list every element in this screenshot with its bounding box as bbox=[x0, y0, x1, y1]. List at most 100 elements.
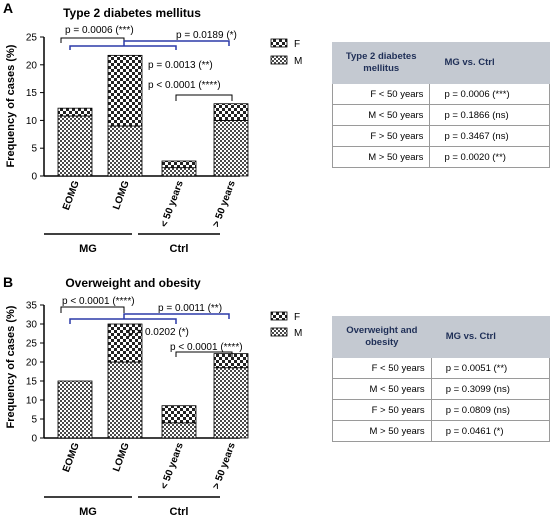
bracket bbox=[60, 306, 125, 313]
panel-letter: B bbox=[3, 274, 13, 290]
table-row: M < 50 years p = 0.3099 (ns) bbox=[332, 378, 550, 400]
table-row: M < 50 years p = 0.1866 (ns) bbox=[331, 104, 550, 126]
p-value-label: p = 0.0013 (**) bbox=[148, 60, 213, 71]
table-cell: F < 50 years bbox=[332, 357, 432, 379]
group-label-mg: MG bbox=[44, 233, 132, 255]
panel-letter: A bbox=[3, 0, 13, 16]
table-cell: M > 50 years bbox=[331, 146, 431, 168]
table-row: F < 50 years p = 0.0006 (***) bbox=[331, 83, 550, 105]
table-cell: F < 50 years bbox=[331, 83, 431, 105]
p-value-table-b: Overweight and obesity MG vs. Ctrl F < 5… bbox=[332, 316, 550, 442]
bar-m bbox=[107, 125, 143, 177]
legend-swatch-f bbox=[270, 38, 288, 48]
x-tick-labels: EOMG LOMG < 50 years > 50 years bbox=[61, 441, 238, 491]
header-cell: MG vs. Ctrl bbox=[430, 316, 550, 358]
bar-m bbox=[161, 422, 197, 439]
p-value-label: p < 0.0001 (****) bbox=[148, 80, 221, 91]
bar-f bbox=[213, 103, 249, 121]
table-cell: M > 50 years bbox=[332, 420, 432, 442]
bar-f bbox=[161, 160, 197, 169]
table-cell: M < 50 years bbox=[332, 378, 432, 400]
header-cell: Overweight and obesity bbox=[332, 316, 432, 358]
p-value-label: p < 0.0001 (****) bbox=[62, 296, 135, 307]
group-label: MG bbox=[79, 243, 97, 255]
y-tick-label: 20 bbox=[26, 358, 38, 369]
table-cell: F > 50 years bbox=[331, 125, 431, 147]
legend-swatch-m bbox=[270, 327, 288, 337]
table-cell: p = 0.0020 (**) bbox=[429, 146, 550, 168]
y-tick-label: 25 bbox=[26, 339, 38, 350]
bar-f bbox=[213, 353, 249, 369]
table-row: F > 50 years p = 0.3467 (ns) bbox=[331, 125, 550, 147]
x-tick-label: > 50 years bbox=[211, 179, 238, 229]
y-tick-label: 5 bbox=[31, 415, 37, 426]
y-tick-label: 10 bbox=[26, 116, 38, 127]
table-cell: p = 0.3467 (ns) bbox=[429, 125, 550, 147]
legend-label: M bbox=[294, 56, 302, 67]
table-cell: p = 0.0809 (ns) bbox=[430, 399, 550, 421]
legend: F M bbox=[270, 311, 302, 339]
x-tick-label: > 50 years bbox=[211, 441, 238, 491]
x-tick-label: < 50 years bbox=[159, 441, 186, 491]
comparison-line bbox=[69, 318, 177, 324]
table-cell: p = 0.0006 (***) bbox=[429, 83, 550, 105]
legend-swatch-m bbox=[270, 55, 288, 65]
x-tick-label: LOMG bbox=[111, 441, 132, 473]
table-cell: p = 0.0461 (*) bbox=[430, 420, 550, 442]
table-row: F > 50 years p = 0.0809 (ns) bbox=[332, 399, 550, 421]
bar-m bbox=[57, 380, 93, 439]
comparison-line bbox=[69, 45, 177, 50]
p-value-table-a: Type 2 diabetes mellitus MG vs. Ctrl F <… bbox=[331, 42, 550, 168]
bar-m bbox=[213, 120, 249, 177]
group-label-ctrl: Ctrl bbox=[138, 233, 220, 255]
group-label: Ctrl bbox=[170, 506, 189, 518]
chart-title: Overweight and obesity bbox=[65, 276, 201, 290]
legend-label: F bbox=[294, 312, 300, 323]
x-tick-label: EOMG bbox=[61, 179, 82, 212]
header-cell: MG vs. Ctrl bbox=[429, 42, 550, 84]
y-tick-label: 5 bbox=[31, 144, 37, 155]
y-tick-label: 10 bbox=[26, 396, 38, 407]
group-label-ctrl: Ctrl bbox=[138, 496, 220, 518]
comparison-line bbox=[123, 40, 230, 46]
legend-swatch-f bbox=[270, 311, 288, 321]
table-row: M > 50 years p = 0.0461 (*) bbox=[332, 420, 550, 442]
y-tick-label: 15 bbox=[26, 377, 38, 388]
x-tick-labels: EOMG LOMG < 50 years > 50 years bbox=[61, 179, 238, 229]
group-label: Ctrl bbox=[170, 243, 189, 255]
legend-label: F bbox=[294, 39, 300, 50]
y-tick-label: 25 bbox=[26, 33, 38, 44]
y-tick-label: 35 bbox=[26, 301, 38, 312]
y-tick-label: 0 bbox=[31, 434, 37, 445]
header-cell: Type 2 diabetes mellitus bbox=[331, 42, 431, 84]
legend: F M bbox=[270, 38, 302, 67]
table-cell: F > 50 years bbox=[332, 399, 432, 421]
table-cell: p = 0.0051 (**) bbox=[430, 357, 550, 379]
legend-label: M bbox=[294, 328, 302, 339]
bar-m bbox=[57, 115, 93, 177]
chart-title: Type 2 diabetes mellitus bbox=[63, 6, 201, 20]
table-cell: p = 0.1866 (ns) bbox=[429, 104, 550, 126]
bracket bbox=[175, 351, 233, 357]
bars bbox=[57, 323, 249, 439]
p-value-label: p = 0.0006 (***) bbox=[65, 25, 134, 36]
significance-annotations: p = 0.0006 (***) p = 0.0189 (*) p = 0.00… bbox=[60, 25, 237, 101]
bracket bbox=[60, 37, 125, 43]
table-header: Type 2 diabetes mellitus MG vs. Ctrl bbox=[331, 42, 550, 84]
p-value-label: p = 0.0189 (*) bbox=[176, 30, 237, 41]
panel-b: B Overweight and obesity Frequency of ca… bbox=[3, 274, 302, 518]
bracket bbox=[175, 94, 233, 101]
y-axis-label: Frequency of cases (%) bbox=[5, 44, 17, 167]
y-tick-label: 30 bbox=[26, 320, 38, 331]
p-value-label: p = 0.0202 (*) bbox=[128, 327, 189, 338]
x-tick-label: < 50 years bbox=[159, 179, 186, 229]
table-row: F < 50 years p = 0.0051 (**) bbox=[332, 357, 550, 379]
table-cell: p = 0.3099 (ns) bbox=[430, 378, 550, 400]
y-tick-label: 15 bbox=[26, 88, 38, 99]
bar-f bbox=[107, 54, 143, 127]
y-tick-label: 20 bbox=[26, 60, 38, 71]
y-axis-label: Frequency of cases (%) bbox=[5, 305, 17, 428]
bars bbox=[57, 54, 249, 177]
bar-f bbox=[107, 323, 143, 363]
p-value-label: p = 0.0011 (**) bbox=[158, 303, 222, 314]
